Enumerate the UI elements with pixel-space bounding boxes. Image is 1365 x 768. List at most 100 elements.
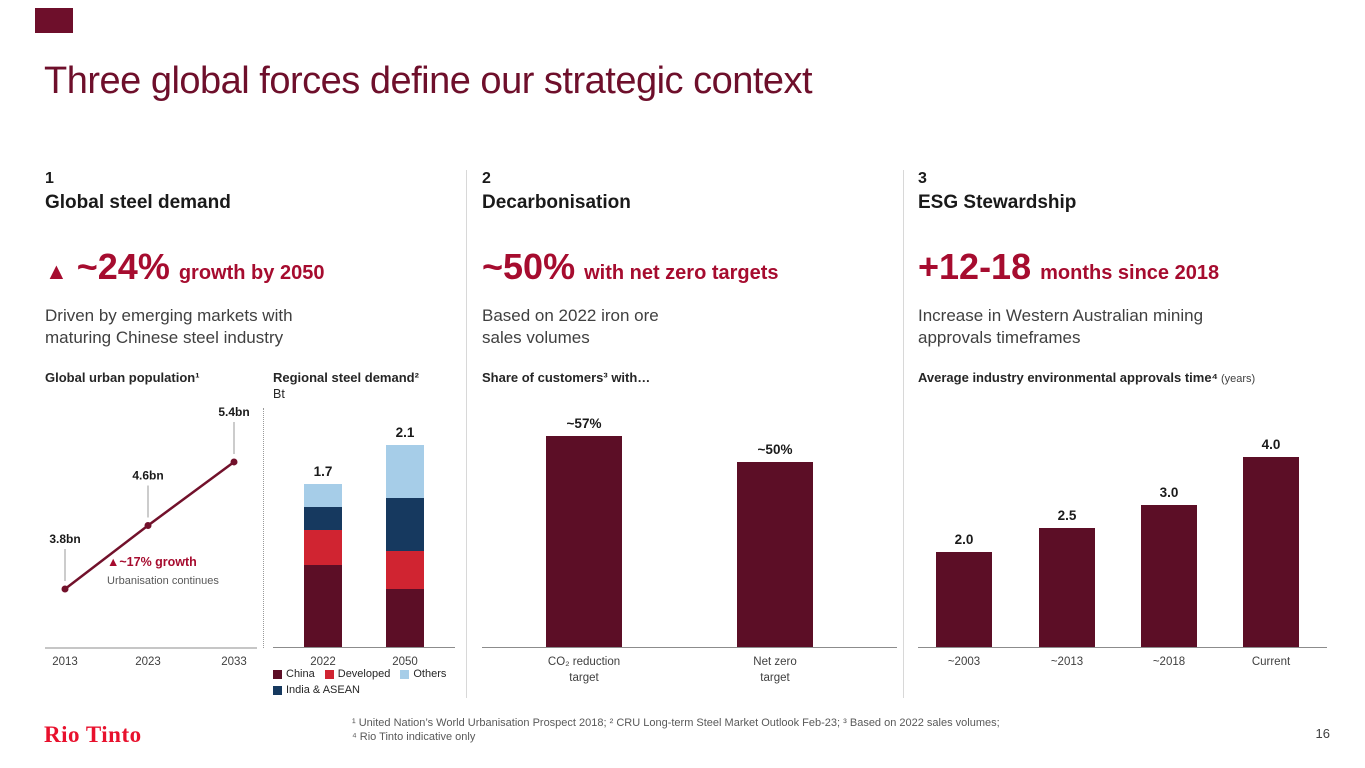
data-point [61, 585, 69, 593]
segment-china [304, 565, 342, 647]
legend-swatch [324, 669, 334, 679]
stat-approvals-months: +12-18 months since 2018 [918, 246, 1219, 288]
data-point [144, 521, 152, 529]
approvals-bar-plot: 2.0 2.5 3.0 4.0 [918, 408, 1327, 648]
segment-india-asean [386, 498, 424, 551]
x-axis-label: 2023 [135, 656, 161, 668]
stat-suffix: with net zero targets [584, 262, 779, 284]
chart-approvals-time: Average industry environmental approvals… [918, 370, 1330, 710]
x-axis-label: ~2018 [1152, 656, 1186, 668]
slide-title: Three global forces define our strategic… [44, 60, 813, 102]
legend-swatch [400, 669, 410, 679]
x-axis-label: 2033 [221, 656, 247, 668]
segment-others [386, 445, 424, 499]
stacked-bar-plot: 1.7 2.1 [273, 408, 455, 648]
segment-china [386, 589, 424, 647]
bar-net-zero-target: ~50% [737, 442, 813, 647]
point-label: 4.6bn [132, 468, 163, 482]
growth-annotation: ▲~17% growth [107, 555, 197, 569]
chart-title: Regional steel demand² [273, 370, 419, 385]
chart-title: Average industry environmental approvals… [918, 370, 1330, 385]
bar-value-label: 2.1 [395, 425, 415, 441]
chart-title: Global urban population¹ [45, 370, 200, 385]
bar--2013: 2.5 [1039, 508, 1095, 647]
urban-population-line-chart: 3.8bn 4.6bn 5.4bn ▲~17% growth Urbanisation … [45, 405, 257, 668]
legend-item-china: China [273, 668, 315, 680]
chart-title-text: Average industry environmental approvals… [918, 370, 1218, 385]
legend-swatch [273, 669, 282, 679]
bar-value-label: 3.0 [1159, 484, 1179, 500]
stat-suffix: months since 2018 [1040, 262, 1220, 284]
column-number: 3 [918, 170, 927, 187]
stat-value: ~50% [482, 246, 576, 287]
column-heading: Decarbonisation [482, 192, 631, 213]
bar-value-label: 2.0 [954, 532, 974, 547]
column-body: Based on 2022 iron ore sales volumes [482, 306, 659, 347]
bar-value-label: ~50% [757, 442, 793, 457]
segment-developed [386, 551, 424, 590]
column-number: 1 [45, 170, 54, 187]
x-axis-label: CO₂ reduction target [547, 656, 621, 684]
stat-net-zero: ~50% with net zero targets [482, 246, 779, 288]
chart-unit: Bt [273, 387, 285, 401]
bar--2018: 3.0 [1141, 485, 1197, 647]
legend-label: Developed [337, 668, 391, 680]
stat-steel-demand: ▲ ~24% growth by 2050 [45, 246, 324, 288]
mini-chart-divider [263, 408, 264, 648]
stacked-bar-2022: 1.7 [304, 464, 342, 647]
footnote-line: ¹ United Nation’s World Urbanisation Pro… [352, 717, 1000, 729]
up-triangle-icon: ▲ [45, 258, 68, 284]
bar-co-reduction-target: ~57% [546, 416, 622, 647]
column-heading: ESG Stewardship [918, 192, 1077, 213]
data-point [230, 458, 238, 466]
column-decarbonisation: 2 Decarbonisation ~50% with net zero tar… [482, 170, 900, 710]
column-heading: Global steel demand [45, 192, 231, 213]
x-axis-label: 2050 [392, 656, 418, 668]
chart-title: Share of customers³ with… [482, 370, 651, 385]
column-divider [466, 170, 467, 698]
page-number: 16 [1315, 726, 1330, 741]
stat-suffix: growth by 2050 [178, 262, 325, 284]
x-axis-label: Current [1251, 656, 1291, 668]
x-axis-label: ~2013 [1050, 656, 1084, 668]
stacked-bar-2050: 2.1 [386, 425, 424, 647]
bar-value-label: ~57% [566, 416, 602, 432]
rio-tinto-logo: Rio Tinto [44, 722, 142, 747]
stat-value: ~24% [76, 246, 170, 287]
chart-share-of-customers: Share of customers³ with… ~57% ~50% CO₂ r… [482, 370, 900, 710]
segment-developed [304, 529, 342, 566]
bar-value-label: 2.5 [1057, 508, 1077, 524]
segment-india-asean [304, 506, 342, 530]
legend-item-developed: Developed [324, 668, 391, 680]
point-label: 3.8bn [49, 532, 80, 546]
segment-others [304, 483, 342, 507]
footnotes: ¹ United Nation’s World Urbanisation Pro… [352, 716, 1112, 744]
x-axis-label: 2022 [310, 656, 336, 668]
bar-value-label: 1.7 [313, 463, 333, 479]
chart-legend: China Developed Others India & ASEAN [273, 668, 473, 696]
steel-demand-charts: Global urban population¹ 3.8bn 4.6bn 5.4bn… [45, 370, 465, 710]
column-global-steel-demand: 1 Global steel demand ▲ ~24% growth by 2… [45, 170, 465, 710]
legend-label: China [286, 668, 315, 680]
x-axis-label: ~2003 [947, 656, 981, 668]
column-number: 2 [482, 170, 491, 187]
chart-title-unit: (years) [1220, 373, 1256, 385]
customers-bar-plot: ~57% ~50% [482, 408, 897, 648]
bar-current: 4.0 [1243, 437, 1299, 647]
brand-accent-block [35, 8, 73, 33]
legend-swatch [273, 685, 282, 695]
column-esg-stewardship: 3 ESG Stewardship +12-18 months since 20… [918, 170, 1330, 710]
x-axis-label: 2013 [52, 656, 78, 668]
column-body: Driven by emerging markets with maturing… [45, 306, 293, 347]
column-divider [903, 170, 904, 698]
legend-item-india-asean: India & ASEAN [273, 684, 360, 696]
chart-regional-steel-demand: Regional steel demand² Bt 1.7 2.1 China De… [273, 370, 463, 710]
footnote-line: ⁴ Rio Tinto indicative only [352, 731, 476, 743]
legend-item-others: Others [400, 668, 446, 680]
annotation-subtext: Urbanisation continues [107, 575, 219, 587]
column-body: Increase in Western Australian mining ap… [918, 306, 1204, 347]
bar--2003: 2.0 [936, 532, 992, 647]
bar-value-label: 4.0 [1261, 437, 1281, 452]
point-label: 5.4bn [218, 405, 249, 419]
